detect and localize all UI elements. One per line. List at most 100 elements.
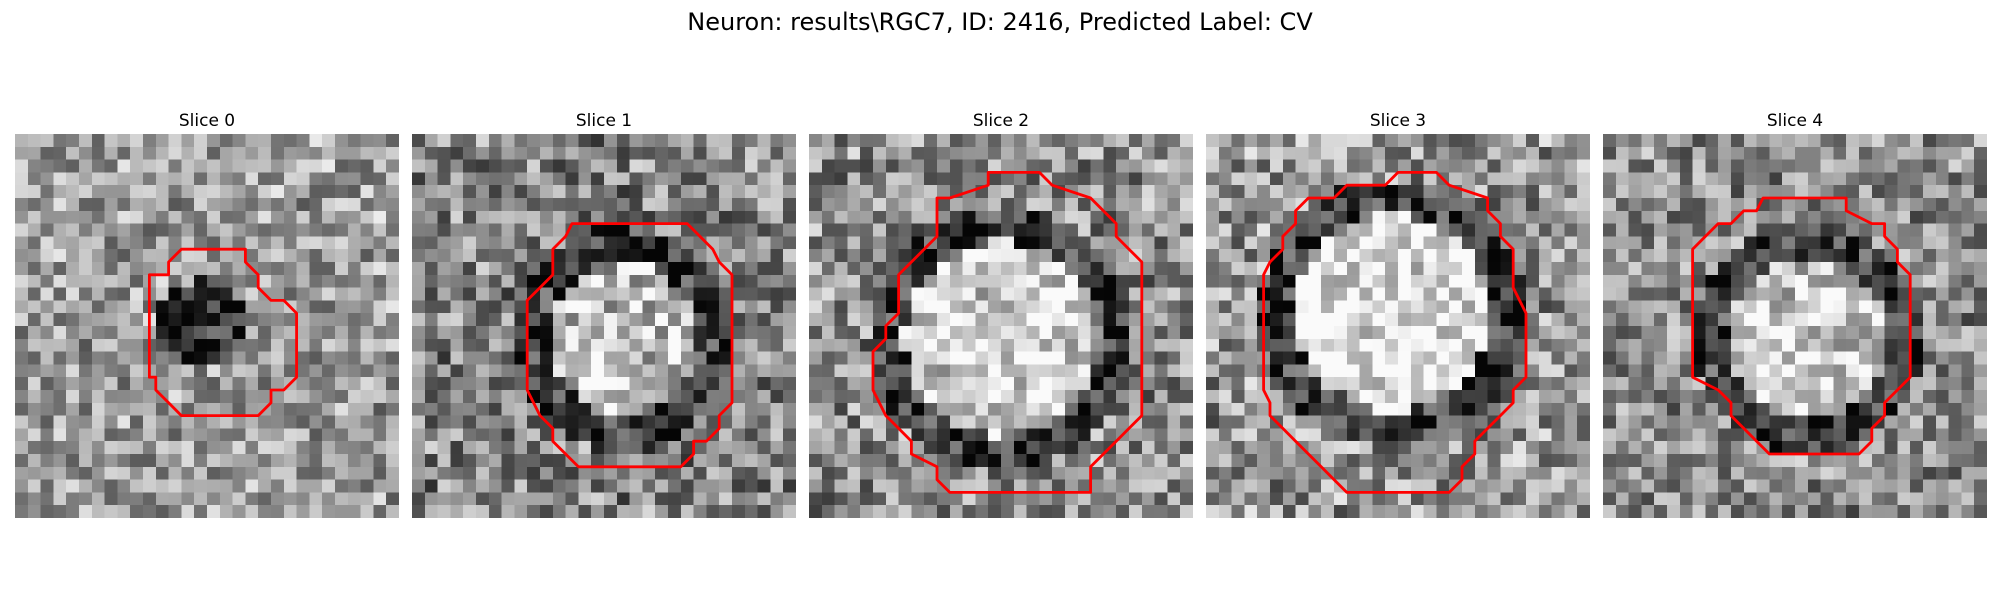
image-pixel xyxy=(501,441,515,455)
image-pixel xyxy=(360,454,374,468)
image-pixel xyxy=(1385,198,1399,212)
image-pixel xyxy=(975,223,989,237)
image-pixel xyxy=(1974,300,1987,314)
image-pixel xyxy=(104,428,118,442)
image-pixel xyxy=(770,441,784,455)
image-pixel xyxy=(1795,146,1809,160)
image-pixel xyxy=(1154,441,1168,455)
image-pixel xyxy=(527,146,541,160)
image-pixel xyxy=(1603,198,1617,212)
image-pixel xyxy=(232,313,246,327)
image-pixel xyxy=(463,454,477,468)
image-pixel xyxy=(117,364,131,378)
image-pixel xyxy=(1526,377,1540,391)
image-pixel xyxy=(1218,466,1232,480)
image-pixel xyxy=(1743,146,1757,160)
image-pixel xyxy=(1846,300,1860,314)
image-pixel xyxy=(1679,300,1693,314)
image-pixel xyxy=(962,249,976,263)
image-pixel xyxy=(1129,338,1143,352)
image-pixel xyxy=(1334,428,1348,442)
image-pixel xyxy=(1615,377,1629,391)
image-pixel xyxy=(1065,390,1079,404)
image-pixel xyxy=(937,351,951,365)
image-pixel xyxy=(616,466,630,480)
image-pixel xyxy=(104,146,118,160)
image-pixel xyxy=(616,338,630,352)
image-pixel xyxy=(1948,402,1962,416)
image-pixel xyxy=(1564,172,1578,186)
image-pixel xyxy=(616,146,630,160)
image-pixel xyxy=(1436,402,1450,416)
image-pixel xyxy=(412,313,426,327)
image-pixel xyxy=(335,185,349,199)
image-pixel xyxy=(1731,236,1745,250)
image-pixel xyxy=(1577,134,1590,148)
image-pixel xyxy=(1961,159,1975,173)
image-pixel xyxy=(1462,134,1476,148)
image-pixel xyxy=(732,236,746,250)
image-pixel xyxy=(1628,159,1642,173)
image-pixel xyxy=(821,338,835,352)
image-pixel xyxy=(1628,466,1642,480)
image-pixel xyxy=(1923,466,1937,480)
image-pixel xyxy=(783,338,796,352)
image-pixel xyxy=(309,377,323,391)
image-pixel xyxy=(1884,249,1898,263)
image-pixel xyxy=(552,198,566,212)
image-pixel xyxy=(335,441,349,455)
image-pixel xyxy=(809,364,823,378)
image-pixel xyxy=(271,351,285,365)
image-pixel xyxy=(1154,134,1168,148)
image-pixel xyxy=(527,262,541,276)
image-pixel xyxy=(296,479,310,493)
image-pixel xyxy=(962,441,976,455)
image-pixel xyxy=(1436,287,1450,301)
image-pixel xyxy=(1013,351,1027,365)
image-pixel xyxy=(1538,159,1552,173)
image-pixel xyxy=(104,134,118,148)
image-pixel xyxy=(898,210,912,224)
image-pixel xyxy=(245,466,259,480)
image-pixel xyxy=(1974,185,1987,199)
image-pixel xyxy=(1410,390,1424,404)
image-pixel xyxy=(1308,262,1322,276)
image-pixel xyxy=(616,377,630,391)
image-pixel xyxy=(1474,479,1488,493)
image-pixel xyxy=(1116,492,1130,506)
image-pixel xyxy=(143,172,157,186)
image-pixel xyxy=(975,300,989,314)
image-pixel xyxy=(488,479,502,493)
image-pixel xyxy=(1743,223,1757,237)
image-pixel xyxy=(450,210,464,224)
image-pixel xyxy=(1436,326,1450,340)
image-pixel xyxy=(629,313,643,327)
image-pixel xyxy=(1308,300,1322,314)
image-pixel xyxy=(616,415,630,429)
image-pixel xyxy=(373,466,387,480)
image-pixel xyxy=(232,415,246,429)
image-pixel xyxy=(732,492,746,506)
image-pixel xyxy=(924,466,938,480)
image-pixel xyxy=(1474,210,1488,224)
image-pixel xyxy=(322,492,336,506)
image-pixel xyxy=(1731,262,1745,276)
image-pixel xyxy=(207,300,221,314)
image-pixel xyxy=(1462,236,1476,250)
image-pixel xyxy=(1154,377,1168,391)
image-pixel xyxy=(296,313,310,327)
image-pixel xyxy=(1769,313,1783,327)
image-pixel xyxy=(1334,134,1348,148)
image-pixel xyxy=(271,428,285,442)
image-pixel xyxy=(488,351,502,365)
image-pixel xyxy=(1667,134,1681,148)
image-pixel xyxy=(1449,492,1463,506)
image-pixel xyxy=(1923,159,1937,173)
image-pixel xyxy=(668,492,682,506)
image-pixel xyxy=(873,326,887,340)
image-pixel xyxy=(949,441,963,455)
image-pixel xyxy=(821,134,835,148)
image-pixel xyxy=(937,262,951,276)
image-pixel xyxy=(1180,274,1193,288)
image-pixel xyxy=(514,351,528,365)
